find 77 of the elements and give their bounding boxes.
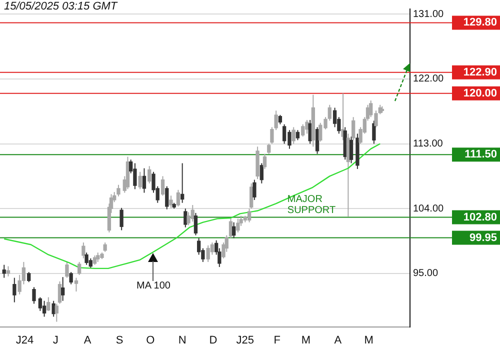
x-tick-label: J24 xyxy=(16,334,34,346)
y-tick-label: 122.00 xyxy=(413,74,444,85)
x-tick-label: J25 xyxy=(236,334,254,346)
candlestick xyxy=(332,107,337,128)
ref-line-label: 111.50 xyxy=(464,148,497,161)
candlestick xyxy=(52,300,56,318)
y-tick-label: 95.00 xyxy=(413,268,438,280)
candlestick xyxy=(32,286,36,304)
candlestick xyxy=(308,119,312,144)
x-tick-label: F xyxy=(274,334,281,346)
x-tick-label: J xyxy=(52,334,58,346)
candlestick xyxy=(42,300,46,318)
candlestick xyxy=(88,258,92,269)
candlestick xyxy=(301,124,305,138)
candlestick xyxy=(27,272,31,283)
y-tick-label: 131.00 xyxy=(413,8,444,20)
ref-line-label: 99.95 xyxy=(469,232,497,244)
candlestick xyxy=(278,114,282,125)
candlestick xyxy=(315,126,320,154)
candlestick xyxy=(292,126,296,144)
candlestick xyxy=(142,168,146,194)
ref-line-label: 120.00 xyxy=(463,87,497,100)
candlestick xyxy=(232,222,236,239)
candlestick xyxy=(74,277,78,292)
candlestick xyxy=(6,266,10,277)
x-tick-label: N xyxy=(178,334,186,346)
x-tick-label: M xyxy=(364,334,374,346)
ref-line-label: 129.80 xyxy=(463,16,497,29)
candlestick xyxy=(69,272,73,285)
annotation: 15/05/2025 03:15 GMT xyxy=(4,0,118,13)
candlestick xyxy=(12,277,16,303)
candlestick xyxy=(65,261,69,278)
candlestick xyxy=(349,136,354,164)
y-tick-label: 104.00 xyxy=(413,203,444,214)
candlestick xyxy=(38,296,42,312)
y-tick-label: 113.00 xyxy=(413,138,444,150)
candlestick xyxy=(190,204,194,222)
candlestick xyxy=(236,218,240,233)
candlestick xyxy=(138,171,142,190)
candlestick xyxy=(372,120,376,144)
candlestick xyxy=(180,162,184,204)
x-tick-label: O xyxy=(146,334,156,346)
annotation: MAJOR SUPPORT xyxy=(287,194,336,216)
candlestick xyxy=(61,276,65,302)
candlestick xyxy=(103,242,107,252)
candlestick xyxy=(210,242,214,256)
candlestick xyxy=(184,208,188,228)
candlestick xyxy=(2,264,6,278)
candlestick xyxy=(206,244,210,262)
candlestick xyxy=(148,166,152,184)
x-tick-label: D xyxy=(209,334,218,346)
candlestick xyxy=(196,238,201,256)
candlestick xyxy=(54,303,58,322)
candlestick xyxy=(160,176,165,196)
candlestick xyxy=(169,195,173,208)
candlestick xyxy=(96,252,100,262)
candlestick xyxy=(267,143,271,154)
candlestick xyxy=(84,252,88,266)
candlestick xyxy=(46,296,50,312)
candlestick xyxy=(252,179,256,200)
candlestick xyxy=(120,207,124,231)
candlestick xyxy=(296,130,300,141)
candlestick xyxy=(165,186,169,210)
candlestick xyxy=(262,153,267,170)
x-tick-label: M xyxy=(301,334,311,346)
annotation: MA 100 xyxy=(136,280,171,292)
candlestick xyxy=(194,212,198,236)
candlestick xyxy=(77,261,82,276)
x-tick-label: S xyxy=(116,334,124,346)
ref-line-label: 122.90 xyxy=(463,66,497,78)
candlestick xyxy=(260,162,264,184)
ref-line-label: 102.80 xyxy=(463,211,497,224)
candlestick xyxy=(176,189,180,207)
candlestick xyxy=(133,162,137,190)
candlestick xyxy=(82,242,86,259)
x-tick-label: A xyxy=(84,334,92,346)
x-tick-label: A xyxy=(334,334,342,346)
